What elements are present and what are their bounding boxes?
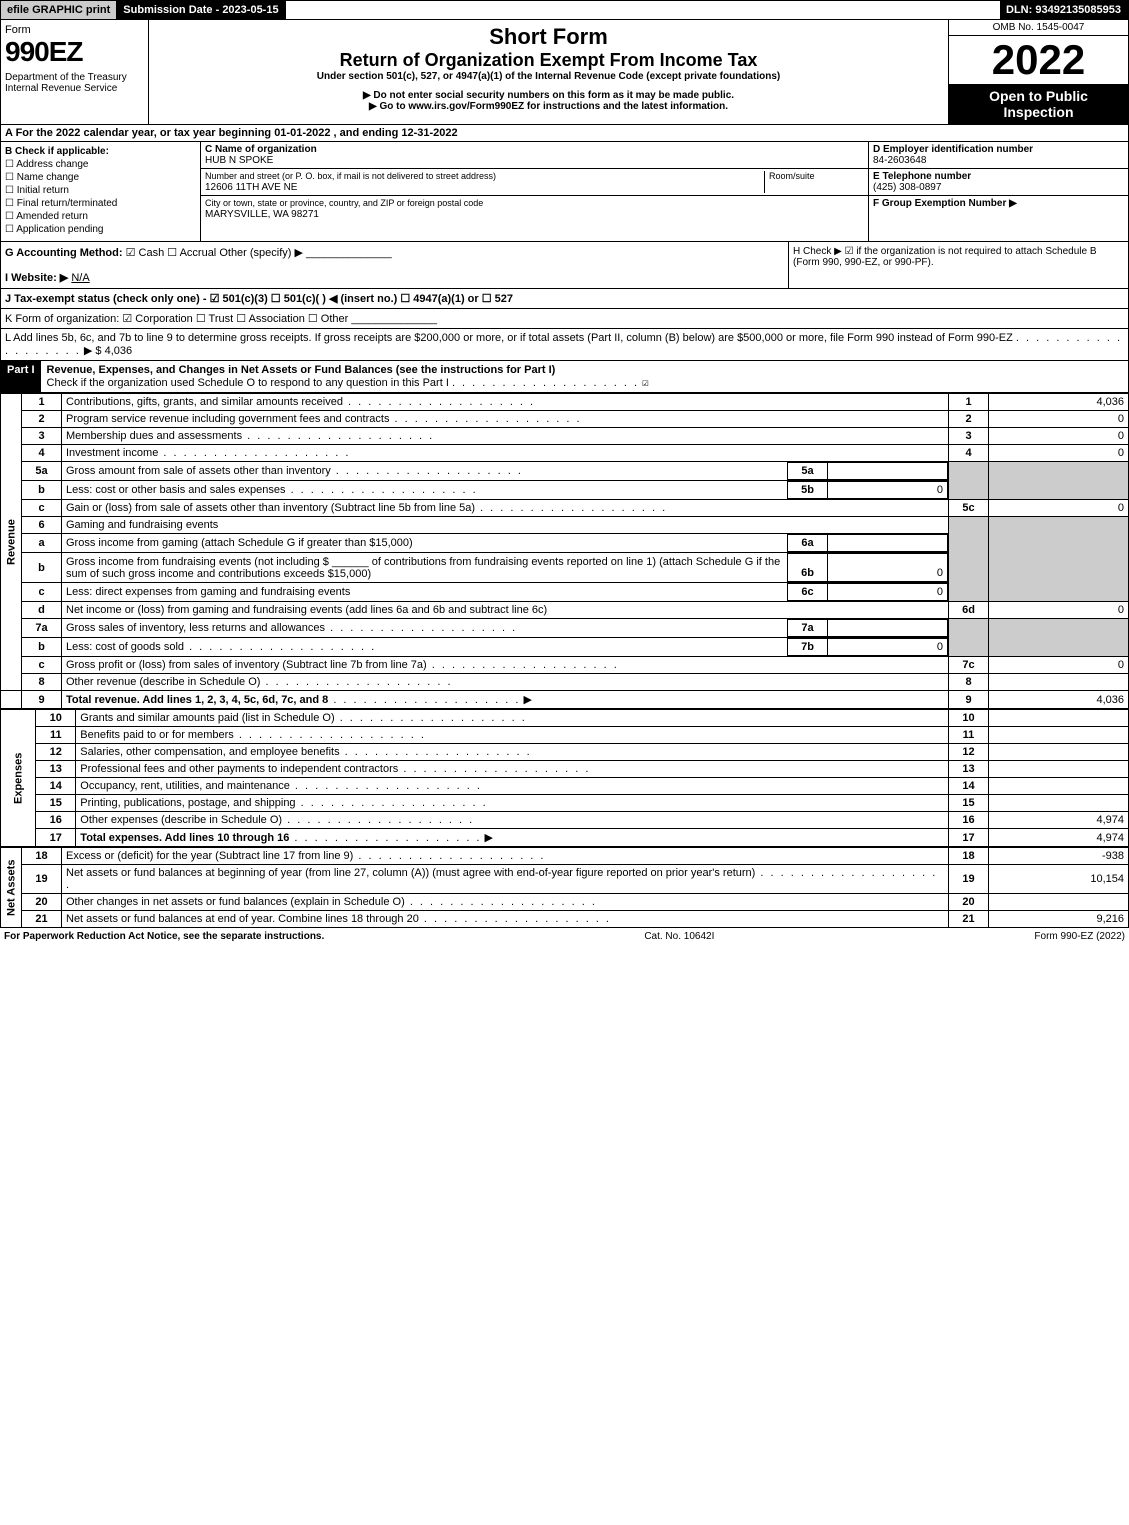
form-number: 990EZ bbox=[5, 36, 144, 68]
website-value: N/A bbox=[71, 272, 89, 284]
section-a-text: A For the 2022 calendar year, or tax yea… bbox=[5, 127, 458, 139]
footer-mid: Cat. No. 10642I bbox=[644, 931, 714, 942]
expenses-table: Expenses 10Grants and similar amounts pa… bbox=[0, 709, 1129, 847]
irs-label: Internal Revenue Service bbox=[5, 83, 144, 94]
box-c: C Name of organization HUB N SPOKE Numbe… bbox=[201, 142, 868, 241]
c-label: C Name of organization bbox=[205, 144, 317, 155]
header-right: OMB No. 1545-0047 2022 Open to Public In… bbox=[948, 20, 1128, 124]
part1-label: Part I bbox=[1, 361, 41, 392]
e-label: E Telephone number bbox=[873, 171, 971, 182]
check-initial-return[interactable]: ☐ Initial return bbox=[5, 185, 196, 196]
org-name: HUB N SPOKE bbox=[205, 155, 273, 166]
street-label: Number and street (or P. O. box, if mail… bbox=[205, 171, 496, 181]
part1-checkbox[interactable]: ☑ bbox=[642, 376, 649, 389]
revenue-table: Revenue 1Contributions, gifts, grants, a… bbox=[0, 393, 1129, 709]
check-amended[interactable]: ☐ Amended return bbox=[5, 211, 196, 222]
efile-print[interactable]: efile GRAPHIC print bbox=[1, 1, 117, 19]
check-final-return[interactable]: ☐ Final return/terminated bbox=[5, 198, 196, 209]
dept-treasury: Department of the Treasury bbox=[5, 72, 144, 83]
f-label: F Group Exemption Number ▶ bbox=[873, 198, 1017, 209]
k-text: K Form of organization: ☑ Corporation ☐ … bbox=[5, 313, 348, 325]
i-label: I Website: ▶ bbox=[5, 272, 68, 284]
top-spacer bbox=[286, 1, 1000, 19]
form-header: Form 990EZ Department of the Treasury In… bbox=[0, 20, 1129, 125]
j-text: J Tax-exempt status (check only one) - ☑… bbox=[5, 293, 513, 305]
box-b: B Check if applicable: ☐ Address change … bbox=[1, 142, 201, 241]
check-name-change[interactable]: ☐ Name change bbox=[5, 172, 196, 183]
part1-check-text: Check if the organization used Schedule … bbox=[47, 377, 449, 389]
dln: DLN: 93492135085953 bbox=[1000, 1, 1128, 19]
d-label: D Employer identification number bbox=[873, 144, 1033, 155]
g-cash[interactable]: ☑ Cash bbox=[126, 247, 165, 259]
row-gh: G Accounting Method: ☑ Cash ☐ Accrual Ot… bbox=[0, 242, 1129, 289]
box-b-title: B Check if applicable: bbox=[5, 146, 109, 157]
netassets-table: Net Assets 18Excess or (deficit) for the… bbox=[0, 847, 1129, 928]
phone-value: (425) 308-0897 bbox=[873, 182, 941, 193]
goto-link[interactable]: ▶ Go to www.irs.gov/Form990EZ for instru… bbox=[153, 101, 944, 112]
section-a: A For the 2022 calendar year, or tax yea… bbox=[0, 125, 1129, 142]
short-form-title: Short Form bbox=[153, 24, 944, 50]
netassets-label: Net Assets bbox=[1, 848, 22, 928]
tax-year: 2022 bbox=[949, 36, 1128, 84]
omb-number: OMB No. 1545-0047 bbox=[949, 20, 1128, 36]
revenue-label: Revenue bbox=[1, 394, 22, 691]
ein-value: 84-2603648 bbox=[873, 155, 926, 166]
g-other[interactable]: Other (specify) ▶ bbox=[219, 247, 303, 259]
city-value: MARYSVILLE, WA 98271 bbox=[205, 209, 319, 220]
check-pending[interactable]: ☐ Application pending bbox=[5, 224, 196, 235]
l-text: L Add lines 5b, 6c, and 7b to line 9 to … bbox=[5, 332, 1013, 344]
row-j: J Tax-exempt status (check only one) - ☑… bbox=[0, 289, 1129, 309]
header-mid: Short Form Return of Organization Exempt… bbox=[149, 20, 948, 124]
footer-left: For Paperwork Reduction Act Notice, see … bbox=[4, 931, 324, 942]
submission-date: Submission Date - 2023-05-15 bbox=[117, 1, 285, 19]
part1-desc: Revenue, Expenses, and Changes in Net As… bbox=[41, 361, 1128, 392]
row-k: K Form of organization: ☑ Corporation ☐ … bbox=[0, 309, 1129, 329]
g-accrual[interactable]: ☐ Accrual bbox=[167, 247, 216, 259]
check-address-change[interactable]: ☐ Address change bbox=[5, 159, 196, 170]
header-left: Form 990EZ Department of the Treasury In… bbox=[1, 20, 149, 124]
l-value: ▶ $ 4,036 bbox=[84, 345, 132, 357]
box-def: D Employer identification number 84-2603… bbox=[868, 142, 1128, 241]
info-grid: B Check if applicable: ☐ Address change … bbox=[0, 142, 1129, 242]
row-h: H Check ▶ ☑ if the organization is not r… bbox=[788, 242, 1128, 288]
ssn-warning: ▶ Do not enter social security numbers o… bbox=[153, 90, 944, 101]
under-section: Under section 501(c), 527, or 4947(a)(1)… bbox=[153, 71, 944, 82]
expenses-label: Expenses bbox=[1, 710, 36, 847]
street-value: 12606 11TH AVE NE bbox=[205, 182, 297, 193]
part1-title: Revenue, Expenses, and Changes in Net As… bbox=[47, 364, 556, 376]
page-footer: For Paperwork Reduction Act Notice, see … bbox=[0, 928, 1129, 945]
form-word: Form bbox=[5, 24, 144, 36]
room-label: Room/suite bbox=[769, 171, 815, 181]
city-label: City or town, state or province, country… bbox=[205, 198, 483, 208]
row-g: G Accounting Method: ☑ Cash ☐ Accrual Ot… bbox=[1, 242, 788, 288]
part1-header-row: Part I Revenue, Expenses, and Changes in… bbox=[0, 361, 1129, 393]
row-l: L Add lines 5b, 6c, and 7b to line 9 to … bbox=[0, 329, 1129, 361]
main-title: Return of Organization Exempt From Incom… bbox=[153, 50, 944, 71]
footer-right: Form 990-EZ (2022) bbox=[1034, 931, 1125, 942]
open-public: Open to Public Inspection bbox=[949, 84, 1128, 124]
top-bar: efile GRAPHIC print Submission Date - 20… bbox=[0, 0, 1129, 20]
g-label: G Accounting Method: bbox=[5, 247, 123, 259]
